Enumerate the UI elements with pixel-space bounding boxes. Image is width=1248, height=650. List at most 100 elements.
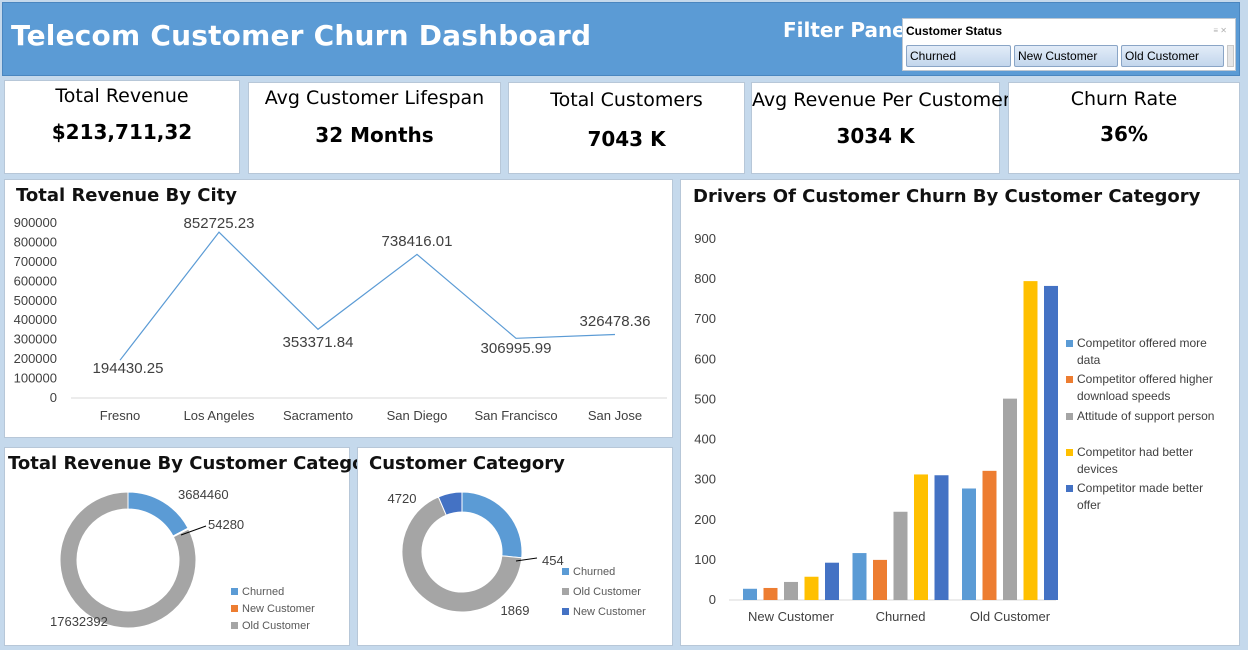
x-tick-label: Churned <box>876 609 926 624</box>
y-tick-label: 200 <box>694 512 716 527</box>
bar <box>763 587 778 600</box>
data-label: 194430.25 <box>93 360 164 377</box>
y-tick-label: 600 <box>694 351 716 366</box>
data-label: 54280 <box>208 517 244 532</box>
bar <box>804 576 819 600</box>
kpi-value: 32 Months <box>315 123 434 147</box>
data-label: 454 <box>542 553 564 568</box>
legend-swatch <box>231 605 238 612</box>
legend-label: New Customer <box>242 603 315 615</box>
y-tick-label: 300 <box>694 472 716 487</box>
bar <box>1003 398 1017 600</box>
bar <box>873 559 887 600</box>
bar <box>982 470 997 600</box>
customer-status-slicer[interactable]: Customer Status ≡ ✕ Churned New Customer… <box>902 18 1236 71</box>
y-tick-label: 200000 <box>14 351 57 366</box>
series-line <box>119 231 616 361</box>
y-tick-label: 0 <box>50 390 57 405</box>
y-tick-label: 100 <box>694 552 716 567</box>
legend-swatch <box>1066 449 1073 456</box>
churn-drivers-panel: Drivers Of Customer Churn By Customer Ca… <box>680 179 1240 646</box>
customer-category-panel: Customer Category 1869 4720 454 Churned Old … <box>357 447 673 646</box>
legend-label: Competitor made better offer <box>1077 481 1203 512</box>
legend-label: Competitor offered higher download speeds <box>1077 372 1213 403</box>
y-tick-label: 800000 <box>14 234 57 249</box>
y-tick-label: 700 <box>694 311 716 326</box>
legend-label: Competitor offered more data <box>1077 336 1207 367</box>
legend-swatch <box>562 608 569 615</box>
kpi-label: Total Customers <box>550 89 703 111</box>
multi-select-icon[interactable]: ≡ <box>1213 26 1219 35</box>
kpi-card-avg-lifespan: Avg Customer Lifespan 32 Months <box>248 82 501 174</box>
slice-old-customer <box>59 491 197 629</box>
data-label: 852725.23 <box>184 215 255 232</box>
revenue-by-city-panel: Total Revenue By City 0 100000 200000 30000… <box>4 179 673 438</box>
clear-filter-icon[interactable]: ✕ <box>1220 26 1227 35</box>
legend-label: Churned <box>573 566 615 578</box>
legend-swatch <box>1066 376 1073 383</box>
legend-swatch <box>231 622 238 629</box>
legend-label: Old Customer <box>242 620 310 632</box>
y-tick-label: 400000 <box>14 312 57 327</box>
kpi-value: 3034 K <box>836 124 915 148</box>
kpi-value: 7043 K <box>587 127 666 151</box>
kpi-card-total-customers: Total Customers 7043 K <box>508 82 745 174</box>
slicer-option-churned[interactable]: Churned <box>906 45 1011 67</box>
y-tick-label: 300000 <box>14 332 57 347</box>
y-tick-label: 900000 <box>14 215 57 230</box>
data-label: 3684460 <box>178 487 229 502</box>
y-tick-label: 800 <box>694 271 716 286</box>
legend-label: Churned <box>242 586 284 598</box>
revenue-by-category-panel: Total Revenue By Customer Category 36844… <box>4 447 385 646</box>
bar <box>825 562 839 600</box>
legend-swatch <box>1066 485 1073 492</box>
leader-line <box>180 525 207 536</box>
data-label: 4720 <box>388 491 417 506</box>
chart-title: Drivers Of Customer Churn By Customer Ca… <box>693 186 1201 207</box>
data-label: 738416.01 <box>382 233 453 250</box>
kpi-value: 36% <box>1100 122 1148 146</box>
kpi-value: $213,711,32 <box>51 120 193 144</box>
legend-label: New Customer <box>573 606 646 618</box>
bar <box>934 475 949 600</box>
bar <box>784 581 798 600</box>
y-tick-label: 500 <box>694 391 716 406</box>
slicer-scrollbar[interactable] <box>1227 45 1234 67</box>
y-tick-label: 400 <box>694 432 716 447</box>
x-tick-label: Sacramento <box>283 408 353 423</box>
data-label: 306995.99 <box>481 340 552 357</box>
x-tick-label: Los Angeles <box>184 408 255 423</box>
legend-label: Old Customer <box>573 586 641 598</box>
chart-title: Customer Category <box>369 453 565 474</box>
bar <box>852 553 867 600</box>
x-tick-label: Fresno <box>100 408 140 423</box>
legend-swatch <box>562 588 569 595</box>
x-tick-label: San Francisco <box>474 408 557 423</box>
data-label: 353371.84 <box>283 334 354 351</box>
slice-churned <box>461 491 523 559</box>
revenue-by-city-chart: 0 100000 200000 300000 400000 500000 600000 700… <box>14 215 667 423</box>
x-tick-label: Old Customer <box>970 609 1051 624</box>
kpi-label: Avg Customer Lifespan <box>264 87 485 109</box>
legend-swatch <box>1066 413 1073 420</box>
dashboard-title: Telecom Customer Churn Dashboard <box>11 19 592 52</box>
slice-new-customer <box>437 491 463 516</box>
slicer-option-new-customer[interactable]: New Customer <box>1014 45 1118 67</box>
data-label: 1869 <box>501 603 530 618</box>
dashboard-header: Telecom Customer Churn Dashboard Filter … <box>2 2 1240 76</box>
churn-drivers-chart: 0 100 200 300 400 500 600 700 800 900 New Customer… <box>694 231 1214 624</box>
chart-title: Total Revenue By City <box>16 185 237 206</box>
bar <box>1023 281 1038 600</box>
legend-swatch <box>562 568 569 575</box>
y-tick-label: 0 <box>709 592 716 607</box>
y-tick-label: 600000 <box>14 273 57 288</box>
y-tick-label: 500000 <box>14 293 57 308</box>
leader-line <box>515 557 538 562</box>
bar <box>914 474 928 600</box>
filter-panel-label: Filter Panel <box>783 18 913 42</box>
legend-label: Attitude of support person <box>1077 409 1214 423</box>
slice-old-customer <box>401 496 523 613</box>
x-tick-label: San Jose <box>588 408 642 423</box>
kpi-label: Total Revenue <box>55 85 189 107</box>
slicer-option-old-customer[interactable]: Old Customer <box>1121 45 1224 67</box>
